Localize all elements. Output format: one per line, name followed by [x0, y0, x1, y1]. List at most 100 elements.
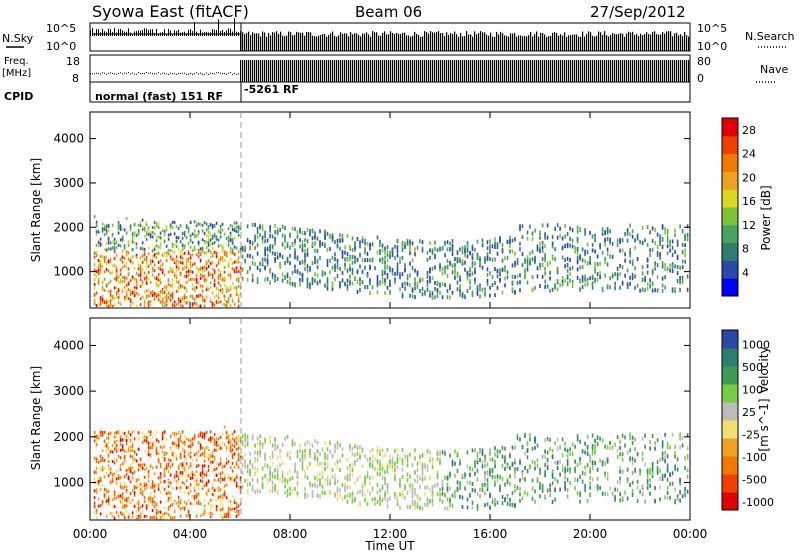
heatmap-cell — [321, 484, 324, 489]
heatmap-cell — [123, 298, 126, 302]
nsky-bar — [346, 33, 348, 51]
heatmap-cell — [606, 247, 609, 252]
heatmap-cell — [125, 434, 128, 438]
heatmap-cell — [143, 299, 146, 303]
heatmap-cell — [364, 238, 366, 243]
heatmap-cell — [316, 475, 319, 480]
heatmap-cell — [504, 497, 506, 502]
heatmap-cell — [584, 231, 586, 236]
heatmap-cell — [259, 449, 261, 454]
heatmap-cell — [681, 259, 684, 264]
heatmap-cell — [591, 242, 594, 247]
heatmap-cell — [579, 254, 581, 259]
heatmap-cell — [351, 260, 354, 265]
heatmap-cell — [201, 238, 204, 242]
heatmap-cell — [336, 274, 339, 278]
heatmap-cell — [229, 231, 232, 235]
heatmap-cell — [205, 267, 208, 271]
heatmap-cell — [225, 512, 228, 516]
heatmap-cell — [591, 460, 594, 465]
heatmap-cell — [324, 478, 326, 483]
heatmap-cell — [181, 466, 184, 470]
heatmap-cell — [441, 450, 444, 455]
heatmap-cell — [163, 285, 166, 289]
heatmap-cell — [264, 265, 266, 270]
heatmap-cell — [167, 479, 170, 483]
heatmap-cell — [471, 244, 474, 249]
heatmap-cell — [376, 490, 379, 495]
heatmap-cell — [251, 261, 254, 266]
heatmap-cell — [109, 480, 112, 484]
heatmap-cell — [137, 485, 140, 489]
heatmap-cell — [409, 273, 411, 278]
heatmap-cell — [97, 504, 100, 508]
nsky-bar — [572, 34, 574, 51]
heatmap-cell — [189, 261, 192, 265]
heatmap-cell — [554, 497, 556, 502]
heatmap-cell — [669, 243, 671, 248]
heatmap-cell — [484, 454, 486, 459]
heatmap-cell — [147, 430, 150, 434]
heatmap-cell — [155, 294, 158, 298]
nsky-bar — [242, 32, 244, 51]
nsky-bar — [632, 31, 634, 51]
heatmap-cell — [301, 260, 304, 264]
heatmap-cell — [284, 261, 286, 265]
heatmap-cell — [381, 484, 384, 489]
heatmap-cell — [646, 257, 649, 262]
nsky-bar — [594, 36, 596, 51]
heatmap-cell — [125, 252, 128, 256]
heatmap-cell — [266, 238, 269, 243]
heatmap-cell — [551, 235, 554, 240]
freq-bar — [482, 60, 484, 82]
heatmap-cell — [489, 250, 491, 254]
heatmap-cell — [123, 475, 126, 479]
heatmap-cell — [121, 512, 124, 516]
nsky-bar — [568, 35, 570, 51]
heatmap-cell — [289, 477, 291, 482]
nsky-bar — [360, 36, 362, 51]
heatmap-cell — [167, 233, 170, 237]
heatmap-cell — [479, 260, 481, 265]
heatmap-cell — [646, 242, 649, 247]
heatmap-cell — [139, 297, 142, 301]
freq-dot — [176, 73, 177, 75]
heatmap-cell — [276, 445, 279, 450]
heatmap-cell — [591, 450, 594, 455]
heatmap-cell — [391, 464, 394, 469]
heatmap-cell — [411, 294, 414, 299]
nsky-bar — [602, 34, 604, 51]
heatmap-cell — [231, 267, 234, 271]
heatmap-cell — [476, 285, 479, 290]
heatmap-cell — [519, 227, 521, 232]
nsky-bar — [606, 35, 608, 51]
heatmap-cell — [454, 268, 456, 273]
nsky-bar — [474, 31, 476, 51]
nsky-bar — [432, 32, 434, 51]
heatmap-cell — [579, 460, 581, 465]
heatmap-cell — [361, 236, 364, 241]
heatmap-cell — [133, 267, 136, 271]
heatmap-cell — [173, 500, 176, 504]
heatmap-cell — [171, 442, 174, 446]
heatmap-cell — [469, 266, 471, 271]
heatmap-cell — [399, 272, 401, 277]
heatmap-cell — [129, 480, 132, 484]
heatmap-cell — [171, 463, 174, 467]
heatmap-cell — [354, 245, 356, 250]
heatmap-cell — [256, 243, 259, 248]
heatmap-cell — [304, 495, 306, 500]
heatmap-cell — [259, 233, 261, 238]
heatmap-cell — [151, 258, 154, 262]
heatmap-cell — [115, 469, 118, 473]
heatmap-cell — [514, 274, 516, 279]
heatmap-cell — [464, 294, 466, 299]
heatmap-cell — [199, 479, 202, 483]
heatmap-cell — [215, 301, 218, 305]
heatmap-cell — [439, 290, 441, 295]
heatmap-cell — [331, 454, 334, 458]
heatmap-cell — [289, 486, 291, 491]
heatmap-cell — [237, 304, 240, 308]
heatmap-cell — [105, 225, 108, 229]
heatmap-cell — [456, 257, 459, 262]
